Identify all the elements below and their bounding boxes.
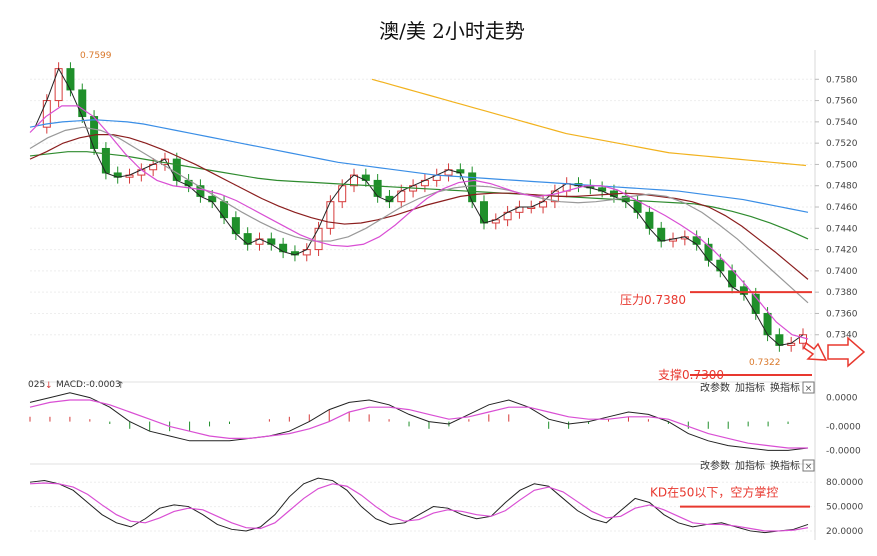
y-tick-label: 0.7400 xyxy=(826,267,858,277)
toolbar-add-indicator[interactable]: 加指标 xyxy=(735,381,765,394)
support-label: 支撑0.7300 xyxy=(658,367,724,382)
candle-up xyxy=(314,227,323,251)
candle-down xyxy=(479,201,488,224)
toolbar-modify-params[interactable]: 改参数 xyxy=(700,381,730,394)
candle-down xyxy=(172,158,181,181)
candle-down xyxy=(728,270,737,288)
price-line xyxy=(34,67,804,346)
macd-label: MACD:-0.0003 xyxy=(56,380,121,390)
candle-down xyxy=(90,116,99,149)
y-tick-label: 0.7540 xyxy=(826,118,858,128)
candle-down xyxy=(101,147,110,174)
high-price-label: 0.7599 xyxy=(80,51,112,61)
y-tick-label: 0.7420 xyxy=(826,246,858,256)
candle-down xyxy=(373,179,382,197)
arrow-down-right-icon xyxy=(803,341,828,361)
macd-header: 025 ↓ MACD:-0.0003 ↑ xyxy=(28,380,125,391)
y-tick-label: 0.7360 xyxy=(826,309,858,319)
y-tick-label: 0.7380 xyxy=(826,288,858,298)
candle-down xyxy=(763,312,772,336)
candle-down xyxy=(66,68,75,91)
kd-y-tick-label: 50.0000 xyxy=(826,503,863,513)
y-tick-label: 0.7480 xyxy=(826,182,858,192)
toolbar-modify-params-2[interactable]: 改参数 xyxy=(700,459,730,472)
macd-y-tick-label: 0.0000 xyxy=(826,394,858,404)
macd-prefix: 025 xyxy=(28,380,45,390)
y-tick-label: 0.7440 xyxy=(826,224,858,234)
macd-toolbar: 改参数 加指标 换指标 × xyxy=(700,381,815,394)
y-tick-label: 0.7560 xyxy=(826,97,858,107)
macd-panel xyxy=(29,392,809,451)
y-axis-layer: 0.7580 0.7560 0.7540 0.7520 0.7500 0.7480 0.74… xyxy=(814,50,863,540)
candle-up xyxy=(338,185,347,203)
toolbar-switch-indicator-2[interactable]: 换指标 xyxy=(770,459,800,472)
y-tick-label: 0.7460 xyxy=(826,203,858,213)
y-tick-label: 0.7340 xyxy=(826,331,858,341)
moving-average-line xyxy=(29,151,809,240)
candle-down xyxy=(645,211,654,229)
annotation-layer: 压力0.7380 支撑0.7300 KD在50以下，空方掌控 xyxy=(620,291,812,508)
macd-dea-line xyxy=(29,399,808,449)
candle-down xyxy=(231,217,240,235)
toolbar-add-indicator-2[interactable]: 加指标 xyxy=(735,459,765,472)
moving-average-line xyxy=(29,126,809,304)
y-tick-label: 0.7580 xyxy=(826,75,858,85)
moving-average-layer xyxy=(29,67,809,346)
arrow-up-icon: ↑ xyxy=(117,381,125,391)
close-icon-box[interactable] xyxy=(802,381,815,394)
toolbar-switch-indicator[interactable]: 换指标 xyxy=(770,381,800,394)
close-icon-2[interactable]: × xyxy=(805,462,813,472)
candle-down xyxy=(78,89,87,118)
kd-d-line xyxy=(29,482,809,532)
moving-average-line xyxy=(371,78,807,167)
moving-average-line xyxy=(29,119,809,213)
kd-y-tick-label: 20.0000 xyxy=(826,527,863,537)
macd-dif-line xyxy=(29,392,809,451)
kd-panel xyxy=(29,477,809,534)
extreme-labels: 0.7599 0.7322 xyxy=(80,51,781,368)
kd-threshold-label: KD在50以下，空方掌控 xyxy=(650,485,778,500)
chart-title: 澳/美 2小时走势 xyxy=(379,19,525,43)
candle-down xyxy=(220,201,229,219)
resistance-label: 压力0.7380 xyxy=(620,293,686,307)
y-tick-label: 0.7520 xyxy=(826,139,858,149)
close-icon[interactable]: × xyxy=(805,384,813,394)
low-price-label: 0.7322 xyxy=(749,358,781,368)
moving-average-line xyxy=(29,105,809,340)
macd-y-tick-label: -0.0000 xyxy=(826,422,861,432)
macd-y-tick-label: -0.0000 xyxy=(826,446,861,456)
close-icon-box-2[interactable] xyxy=(802,459,815,472)
kd-y-tick-label: 80.0000 xyxy=(826,478,863,488)
kd-k-line xyxy=(29,477,809,534)
y-tick-label: 0.7500 xyxy=(826,160,858,170)
arrow-right-icon xyxy=(827,336,866,368)
moving-average-line xyxy=(29,134,809,280)
arrow-down-icon: ↓ xyxy=(45,381,53,391)
candle-up xyxy=(326,201,335,229)
kd-toolbar: 改参数 加指标 换指标 × xyxy=(700,459,815,472)
